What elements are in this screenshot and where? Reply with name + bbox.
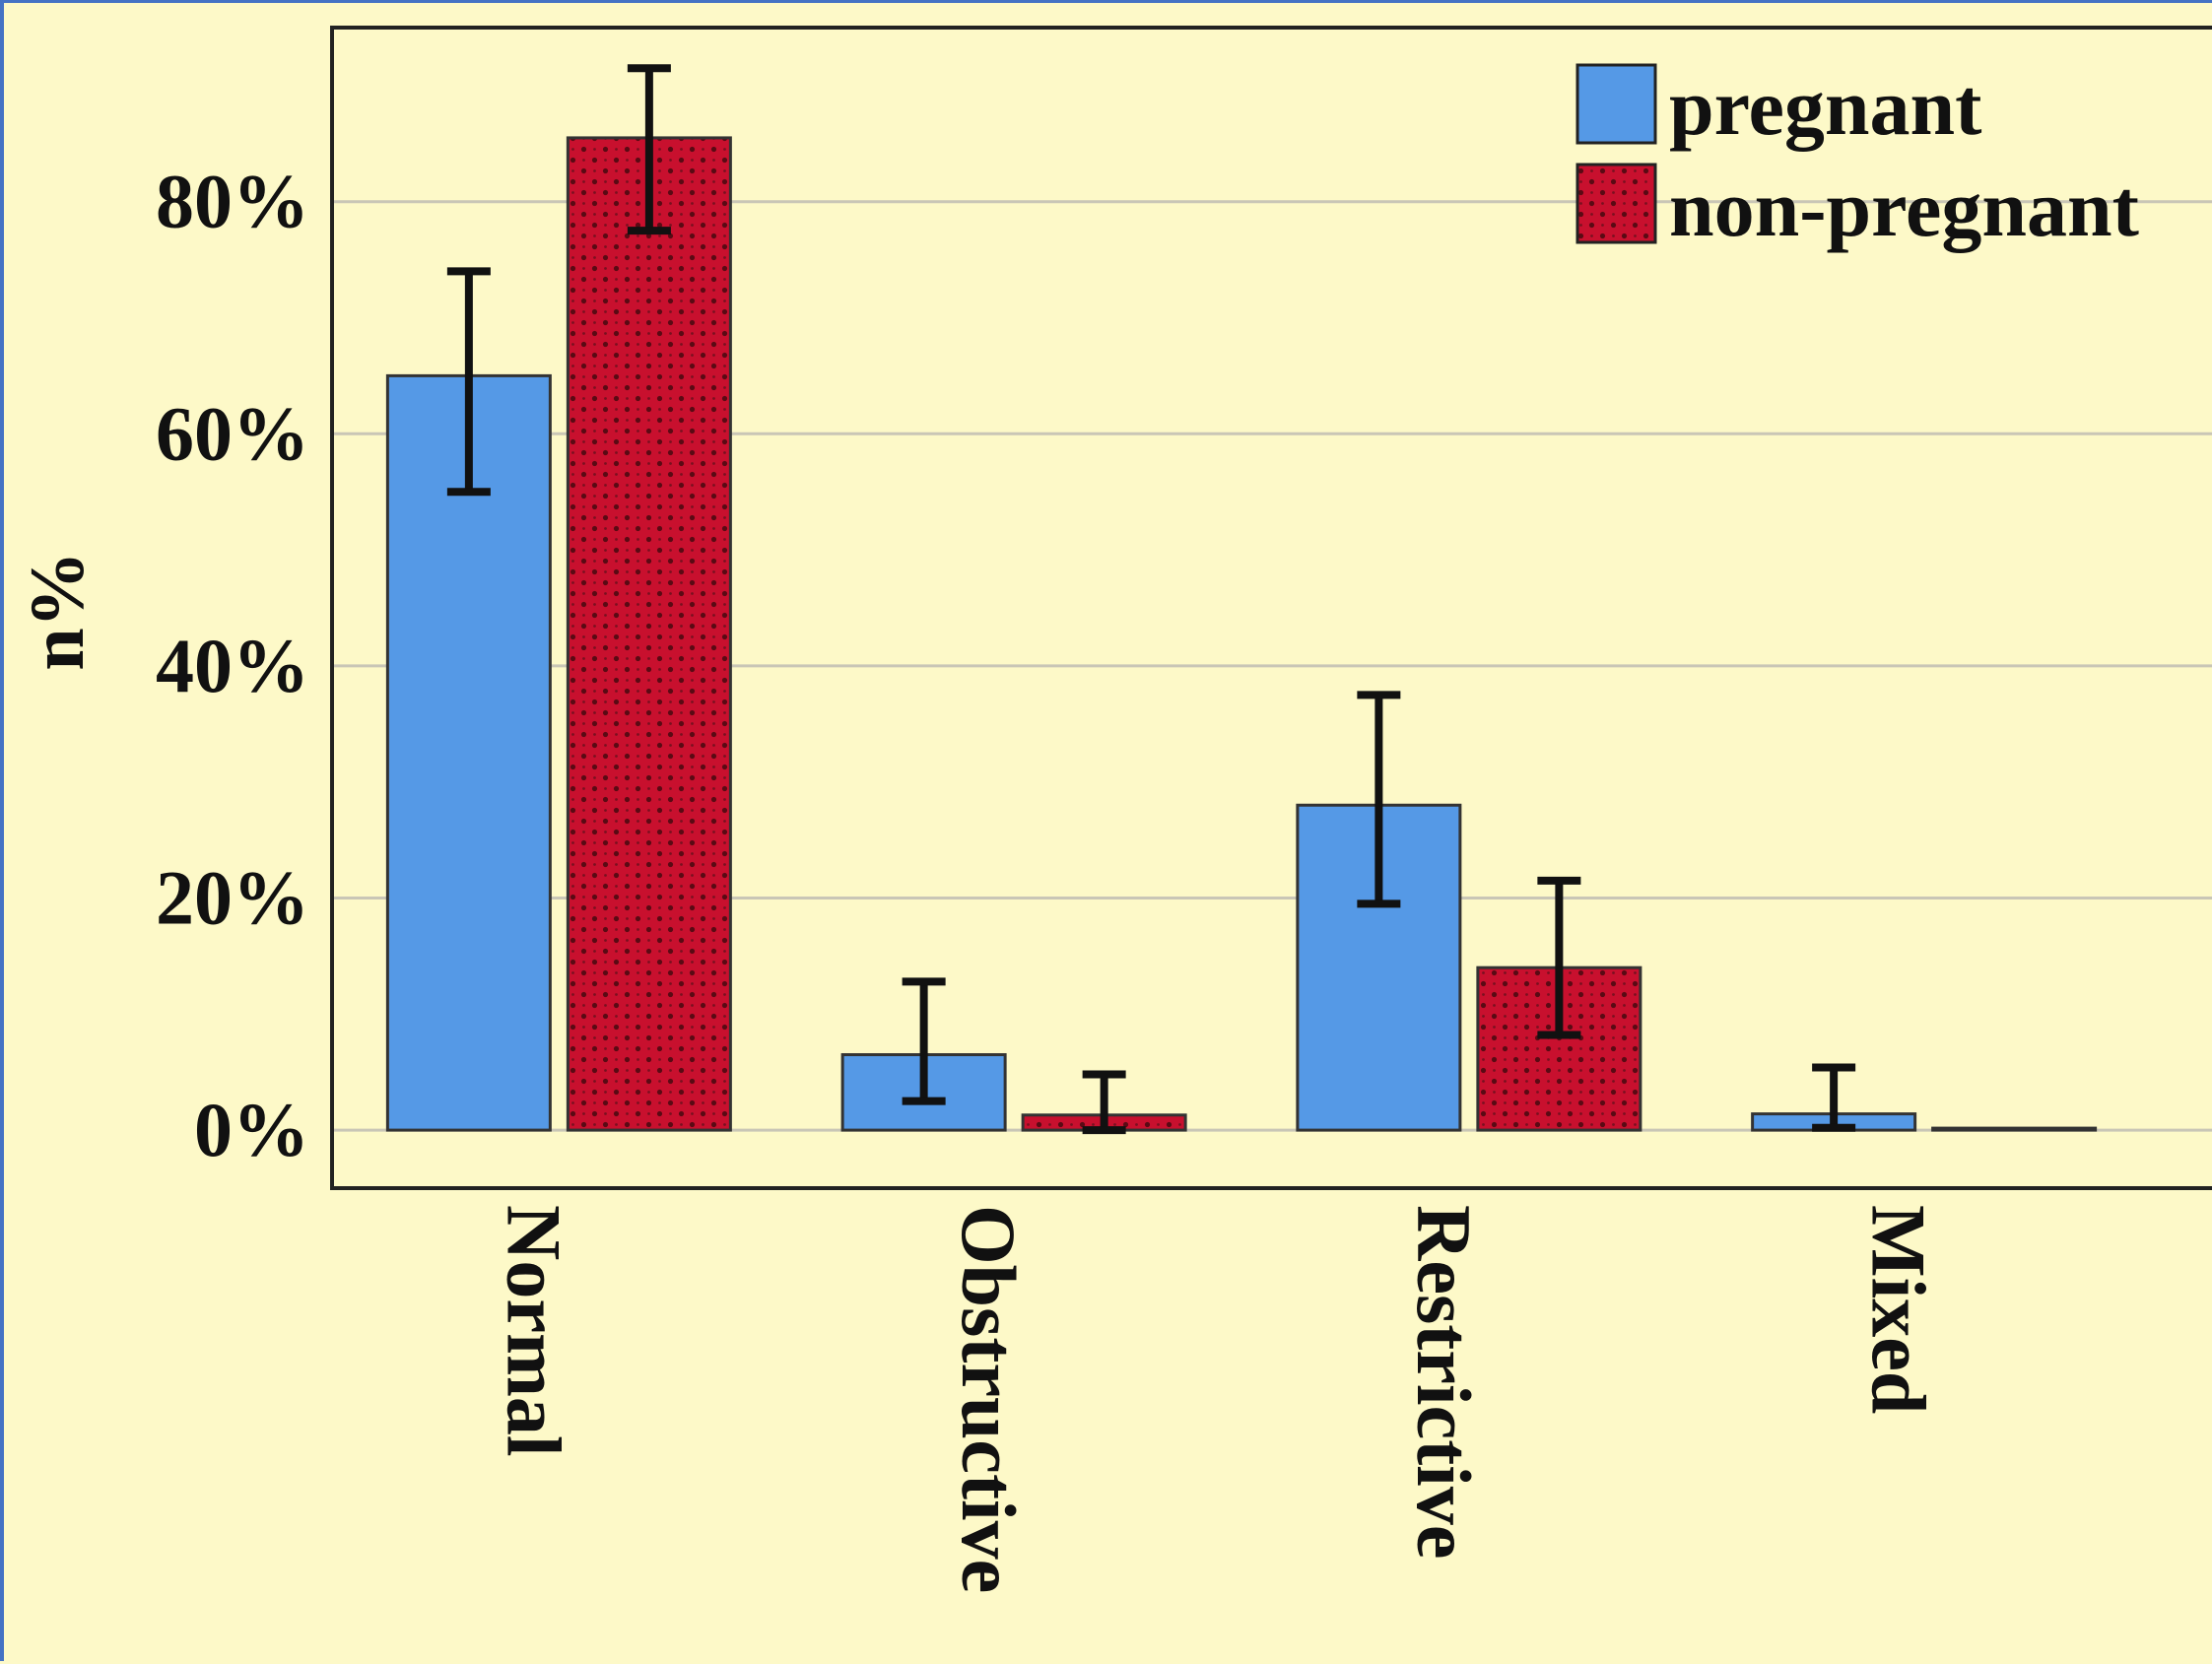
x-category-label: Obstructive <box>946 1205 1032 1593</box>
bar-pregnant-obstructive <box>840 1053 1007 1132</box>
bar-non-pregnant-mixed <box>1931 1126 2098 1132</box>
legend-label-pregnant: pregnant <box>1669 62 1981 152</box>
x-category-label: Restrictive <box>1401 1205 1487 1559</box>
legend-label-non-pregnant: non-pregnant <box>1669 164 2139 253</box>
y-tick-label: 80% <box>156 159 309 244</box>
error-bar-pregnant-obstructive <box>902 977 946 1105</box>
y-axis-ticks: 0% 20% 40% 60% 80% <box>156 159 309 1172</box>
x-category-label: Mixed <box>1856 1205 1942 1414</box>
y-tick-label: 40% <box>156 623 309 708</box>
x-axis-categories: Normal Obstructive Restrictive Mixed <box>491 1205 1941 1593</box>
y-tick-label: 60% <box>156 390 309 476</box>
bar-non-pregnant-restrictive <box>1476 965 1642 1132</box>
plot-area <box>330 26 2212 1190</box>
y-tick-label: 0% <box>194 1087 309 1172</box>
error-bar-non-pregnant-obstructive <box>1082 1070 1126 1135</box>
bar-pregnant-normal <box>385 373 552 1132</box>
error-bar-pregnant-restrictive <box>1357 691 1401 908</box>
error-bar-non-pregnant-normal <box>627 64 671 235</box>
bar-non-pregnant-normal <box>566 136 732 1132</box>
error-bar-pregnant-mixed <box>1812 1063 1856 1132</box>
y-tick-label: 20% <box>156 855 309 941</box>
error-bar-pregnant-normal <box>446 267 491 497</box>
bar-chart: 0% 20% 40% 60% 80% Normal Obstructive Restrict… <box>14 26 2212 1593</box>
error-bar-non-pregnant-restrictive <box>1537 876 1581 1039</box>
legend: pregnant non-pregnant <box>1575 62 2139 253</box>
legend-swatch-pregnant <box>1575 63 1657 145</box>
x-category-label: Normal <box>491 1205 576 1457</box>
bars <box>385 136 2098 1132</box>
error-bars <box>446 64 1856 1135</box>
y-axis-label: n% <box>14 551 100 670</box>
legend-swatch-non-pregnant <box>1575 163 1657 244</box>
